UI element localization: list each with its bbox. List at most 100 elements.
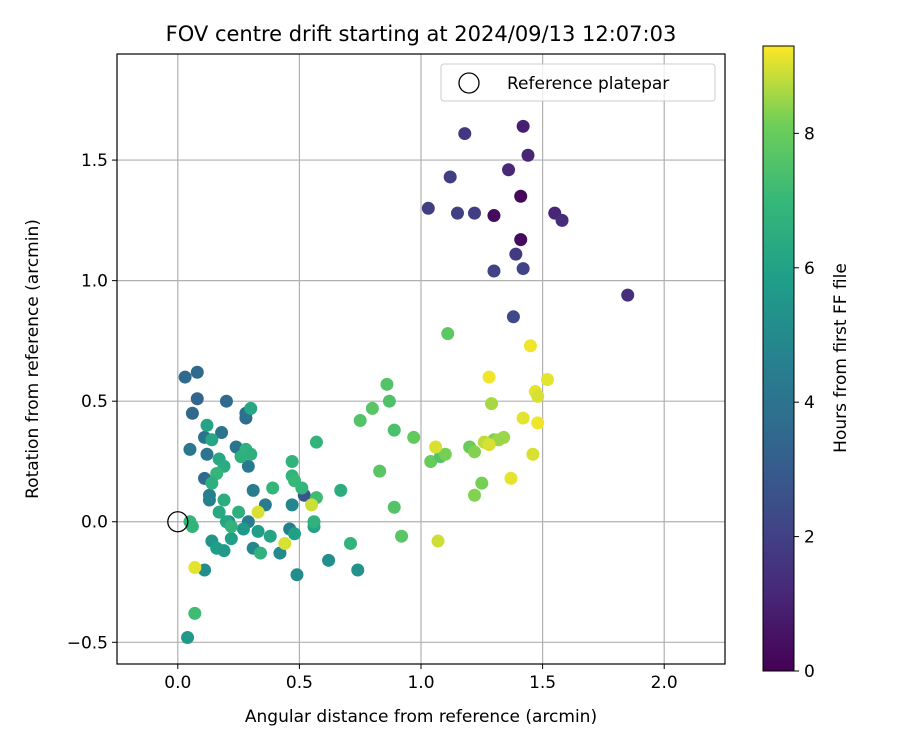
data-point	[468, 445, 482, 459]
data-point	[305, 498, 319, 512]
legend-marker-circle	[458, 72, 480, 94]
data-point	[621, 288, 635, 302]
data-point	[343, 536, 357, 550]
data-point	[217, 544, 231, 558]
data-point	[185, 520, 199, 534]
data-point	[278, 536, 292, 550]
data-point	[373, 464, 387, 478]
y-tick-label: 0.0	[81, 513, 108, 533]
data-point	[309, 435, 323, 449]
data-point	[387, 500, 401, 514]
x-tick-label: 0.5	[286, 673, 313, 693]
data-point	[215, 426, 229, 440]
data-point	[244, 401, 258, 415]
data-point	[295, 481, 309, 495]
data-point	[514, 189, 528, 203]
data-point	[506, 310, 520, 324]
data-point	[253, 546, 267, 560]
data-point	[424, 454, 438, 468]
data-point	[540, 372, 554, 386]
data-point	[531, 416, 545, 430]
colorbar-tick-label: 6	[804, 259, 815, 279]
colorbar-gradient	[762, 45, 795, 672]
data-point	[516, 262, 530, 276]
data-point	[212, 505, 226, 519]
data-point	[387, 423, 401, 437]
x-axis-ticks: 0.0 0.5 1.0 1.5 2.0	[164, 664, 678, 693]
data-point	[241, 459, 255, 473]
data-point	[251, 524, 265, 538]
data-point	[224, 520, 238, 534]
data-point	[307, 515, 321, 529]
data-point	[516, 411, 530, 425]
data-point	[468, 488, 482, 502]
legend: Reference platepar	[440, 63, 716, 102]
data-point	[263, 529, 277, 543]
chart-title: FOV centre drift starting at 2024/09/13 …	[166, 22, 677, 46]
y-tick-label: 1.0	[81, 272, 108, 292]
colorbar: 0 2 4 6 8 Hours from first FF file	[762, 45, 851, 682]
data-point	[458, 127, 472, 141]
data-point	[523, 339, 537, 353]
x-axis-label: Angular distance from reference (arcmin)	[245, 707, 597, 727]
data-point	[497, 430, 511, 444]
data-point	[468, 206, 482, 220]
legend-entry: Reference platepar	[507, 74, 669, 94]
data-point	[236, 522, 250, 536]
colorbar-tick-label: 8	[804, 124, 815, 144]
data-points	[178, 119, 635, 644]
x-tick-label: 1.0	[407, 673, 434, 693]
data-point	[407, 430, 421, 444]
data-point	[429, 440, 443, 454]
data-point	[516, 119, 530, 133]
data-point	[251, 505, 265, 519]
colorbar-ticks: 0 2 4 6 8	[794, 124, 815, 682]
data-point	[210, 467, 224, 481]
data-point	[178, 370, 192, 384]
data-point	[555, 213, 569, 227]
data-point	[351, 563, 365, 577]
data-point	[431, 534, 445, 548]
data-point	[487, 264, 501, 278]
data-point	[421, 201, 435, 215]
data-point	[504, 471, 518, 485]
x-tick-label: 1.5	[529, 673, 556, 693]
data-point	[526, 447, 540, 461]
x-tick-label: 0.0	[164, 673, 191, 693]
data-point	[441, 327, 455, 341]
data-point	[181, 630, 195, 644]
data-point	[183, 442, 197, 456]
data-point	[217, 493, 231, 507]
data-point	[205, 433, 219, 447]
data-point	[521, 148, 535, 162]
data-point	[395, 529, 409, 543]
x-tick-label: 2.0	[651, 673, 678, 693]
data-point	[266, 481, 280, 495]
data-point	[380, 377, 394, 391]
data-point	[334, 483, 348, 497]
data-point	[285, 454, 299, 468]
data-point	[438, 447, 452, 461]
data-point	[188, 561, 202, 575]
data-point	[365, 401, 379, 415]
data-point	[219, 394, 233, 408]
data-point	[200, 418, 214, 432]
reference-marker	[167, 511, 189, 533]
colorbar-tick-label: 0	[804, 662, 815, 682]
data-point	[285, 498, 299, 512]
data-point	[273, 546, 287, 560]
data-point	[482, 370, 496, 384]
data-point	[531, 389, 545, 403]
data-point	[353, 413, 367, 427]
data-point	[202, 493, 216, 507]
data-point	[322, 553, 336, 567]
data-point	[244, 447, 258, 461]
y-axis-label: Rotation from reference (arcmin)	[23, 219, 43, 499]
data-point	[487, 209, 501, 223]
data-point	[185, 406, 199, 420]
data-point	[232, 505, 246, 519]
data-point	[485, 397, 499, 411]
data-point	[190, 365, 204, 379]
y-tick-label: 1.5	[81, 151, 108, 171]
data-point	[198, 563, 212, 577]
